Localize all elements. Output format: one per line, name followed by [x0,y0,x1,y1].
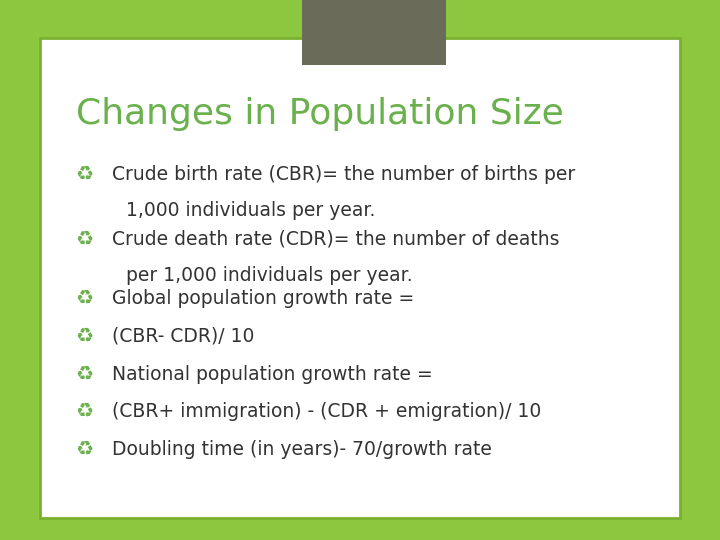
Text: ♻: ♻ [76,364,94,383]
Text: ♻: ♻ [76,402,94,421]
Text: (CBR+ immigration) - (CDR + emigration)/ 10: (CBR+ immigration) - (CDR + emigration)/… [112,402,541,421]
Text: Changes in Population Size: Changes in Population Size [76,97,563,131]
Text: 1,000 individuals per year.: 1,000 individuals per year. [126,201,375,220]
Text: Crude death rate (CDR)= the number of deaths: Crude death rate (CDR)= the number of de… [112,230,559,248]
Text: ♻: ♻ [76,230,94,248]
Text: Global population growth rate =: Global population growth rate = [112,289,414,308]
Text: ♻: ♻ [76,289,94,308]
Text: per 1,000 individuals per year.: per 1,000 individuals per year. [126,266,413,285]
Text: ♻: ♻ [76,165,94,184]
Text: Crude birth rate (CBR)= the number of births per: Crude birth rate (CBR)= the number of bi… [112,165,575,184]
Text: Doubling time (in years)- 70/growth rate: Doubling time (in years)- 70/growth rate [112,440,492,459]
Text: National population growth rate =: National population growth rate = [112,364,432,383]
Text: (CBR- CDR)/ 10: (CBR- CDR)/ 10 [112,327,254,346]
Text: ♻: ♻ [76,327,94,346]
Text: ♻: ♻ [76,440,94,459]
